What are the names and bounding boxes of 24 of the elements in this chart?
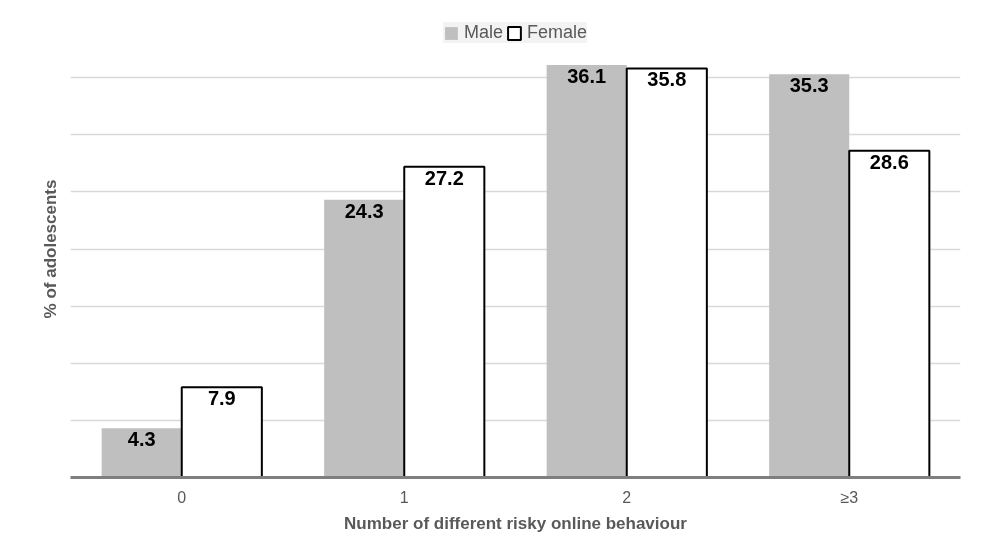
bar — [180, 386, 263, 478]
bar — [101, 428, 182, 478]
bar — [403, 165, 486, 478]
y-axis-title: % of adolescents — [40, 179, 60, 319]
x-tick-label: ≥3 — [840, 488, 859, 506]
x-tick-label: 1 — [399, 488, 409, 506]
data-label: 36.1 — [567, 65, 607, 88]
bar — [769, 74, 850, 478]
bar — [324, 199, 405, 478]
bar — [546, 65, 627, 478]
bar — [848, 149, 931, 478]
data-label: 28.6 — [869, 150, 909, 173]
x-tick-label: 0 — [177, 488, 187, 506]
data-label: 35.3 — [789, 74, 829, 97]
x-axis-title: Number of different risky online behaviour — [344, 513, 688, 533]
x-tick-label: 2 — [622, 488, 632, 506]
legend-label: Female — [526, 22, 588, 43]
data-label: 24.3 — [344, 199, 384, 222]
data-label: 4.3 — [127, 428, 156, 451]
legend-label: Male — [463, 22, 503, 43]
data-label: 35.8 — [647, 68, 687, 91]
data-label: 7.9 — [207, 387, 236, 410]
data-label: 27.2 — [424, 166, 464, 189]
bar — [625, 67, 708, 478]
